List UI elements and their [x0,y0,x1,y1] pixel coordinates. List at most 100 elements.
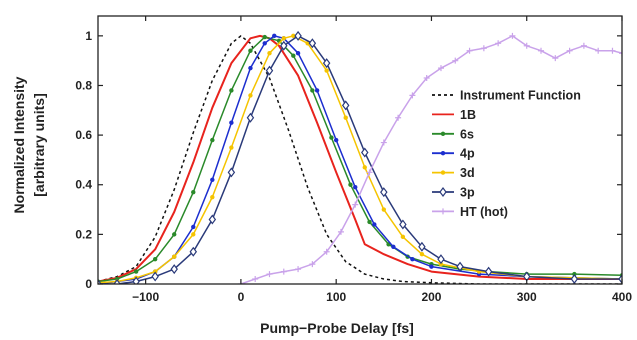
y-tick-label-3: 0.6 [75,128,92,142]
y-tick-label-1: 0.2 [75,227,92,241]
series-point-3-13 [314,88,320,93]
series-point-5-9 [265,65,274,76]
series-point-5-6 [208,214,217,225]
series-point-5-14 [341,100,350,111]
legend-marker-3 [440,151,446,156]
series-point-5-16 [380,187,388,198]
series-point-6-5 [309,261,316,268]
series-point-3-18 [410,256,415,262]
series-point-2-14 [348,182,353,187]
x-tick-label-1: 0 [238,290,245,304]
series-point-2-8 [248,48,253,53]
series-point-5-24 [618,274,622,284]
legend-label-5: 3p [460,186,475,200]
series-point-3-14 [333,137,339,143]
series-point-6-20 [523,42,530,49]
series-point-5-3 [151,271,159,282]
series-point-3-19 [429,264,434,269]
series-point-4-17 [400,234,406,240]
series-point-6-2 [266,271,273,278]
series-point-5-0 [98,279,102,284]
y-tick-label-2: 0.4 [75,178,92,192]
series-4 [98,33,622,284]
series-point-6-24 [580,42,587,49]
series-point-5-15 [361,147,369,158]
legend-label-3: 4p [460,147,475,161]
legend-label-4: 3d [460,166,475,180]
series-point-3-17 [391,244,396,249]
series-point-4-7 [229,145,234,150]
legend-marker-4 [440,170,446,175]
series-point-4-9 [267,51,272,56]
series-1 [98,34,622,283]
series-point-5-7 [227,167,236,178]
series-point-4-8 [248,93,253,98]
series-point-4-13 [324,68,329,73]
series-point-2-7 [229,88,234,93]
y-tick-label-0: 0 [85,277,92,291]
series-point-3-6 [210,177,215,182]
legend-label-2: 6s [460,127,474,141]
series-point-6-26 [609,47,616,54]
series-point-5-19 [437,254,445,265]
series-point-2-3 [152,256,158,262]
series-point-2-4 [172,232,177,237]
series-line-2 [98,36,622,283]
series-point-2-6 [210,137,215,143]
series-point-6-16 [466,47,473,54]
legend-item-0: Instrument Function [432,89,581,103]
y-tick-label-4: 0.8 [75,78,92,92]
series-point-6-27 [619,50,622,57]
series-point-5-8 [246,112,255,123]
series-point-6-14 [437,65,444,72]
series-point-4-5 [191,232,196,237]
series-point-6-22 [552,55,559,62]
series-point-5-23 [570,274,579,284]
series-line-5 [98,35,622,284]
series-line-6 [240,35,622,284]
series-point-6-25 [595,47,602,54]
series-line-4 [98,35,622,284]
series-point-6-10 [380,139,387,146]
series-point-4-14 [343,115,348,120]
series-point-3-16 [372,222,377,227]
series-point-6-3 [280,268,287,275]
series-point-6-12 [409,92,416,99]
series-point-5-20 [456,261,464,272]
series-point-2-12 [310,88,315,93]
series-2 [98,34,622,284]
series-5 [98,30,622,284]
series-point-6-6 [323,248,330,255]
series-point-3-12 [295,51,301,56]
legend-item-1: 1B [432,108,476,122]
series-point-5-17 [399,219,407,230]
series-point-6-18 [495,40,502,47]
series-point-3-15 [353,185,358,190]
series-point-6-15 [452,57,459,64]
legend-label-1: 1B [460,108,476,122]
series-point-4-4 [172,254,177,259]
series-point-3-8 [248,65,253,71]
series-line-0 [98,35,622,284]
series-line-3 [98,35,622,284]
series-point-5-4 [170,264,178,275]
series-3 [98,33,622,284]
legend-marker-5 [439,187,447,197]
y-axis-label-line2: [arbitrary units] [31,93,47,196]
series-line-1 [98,34,622,283]
series-point-3-7 [229,120,234,125]
x-axis-label: Pump−Probe Delay [fs] [260,320,414,336]
series-point-2-2 [133,269,139,274]
series-point-6-1 [252,276,259,283]
series-point-4-10 [281,36,286,41]
series-point-5-10 [280,40,288,51]
series-point-6-21 [538,47,545,54]
series-point-2-9 [262,34,267,40]
legend-item-6: HT (hot) [432,205,508,219]
series-point-5-11 [294,30,302,41]
series-point-3-10 [272,33,277,39]
series-point-6-17 [480,45,487,52]
series-point-4-16 [381,207,387,212]
series-point-5-18 [418,241,426,252]
